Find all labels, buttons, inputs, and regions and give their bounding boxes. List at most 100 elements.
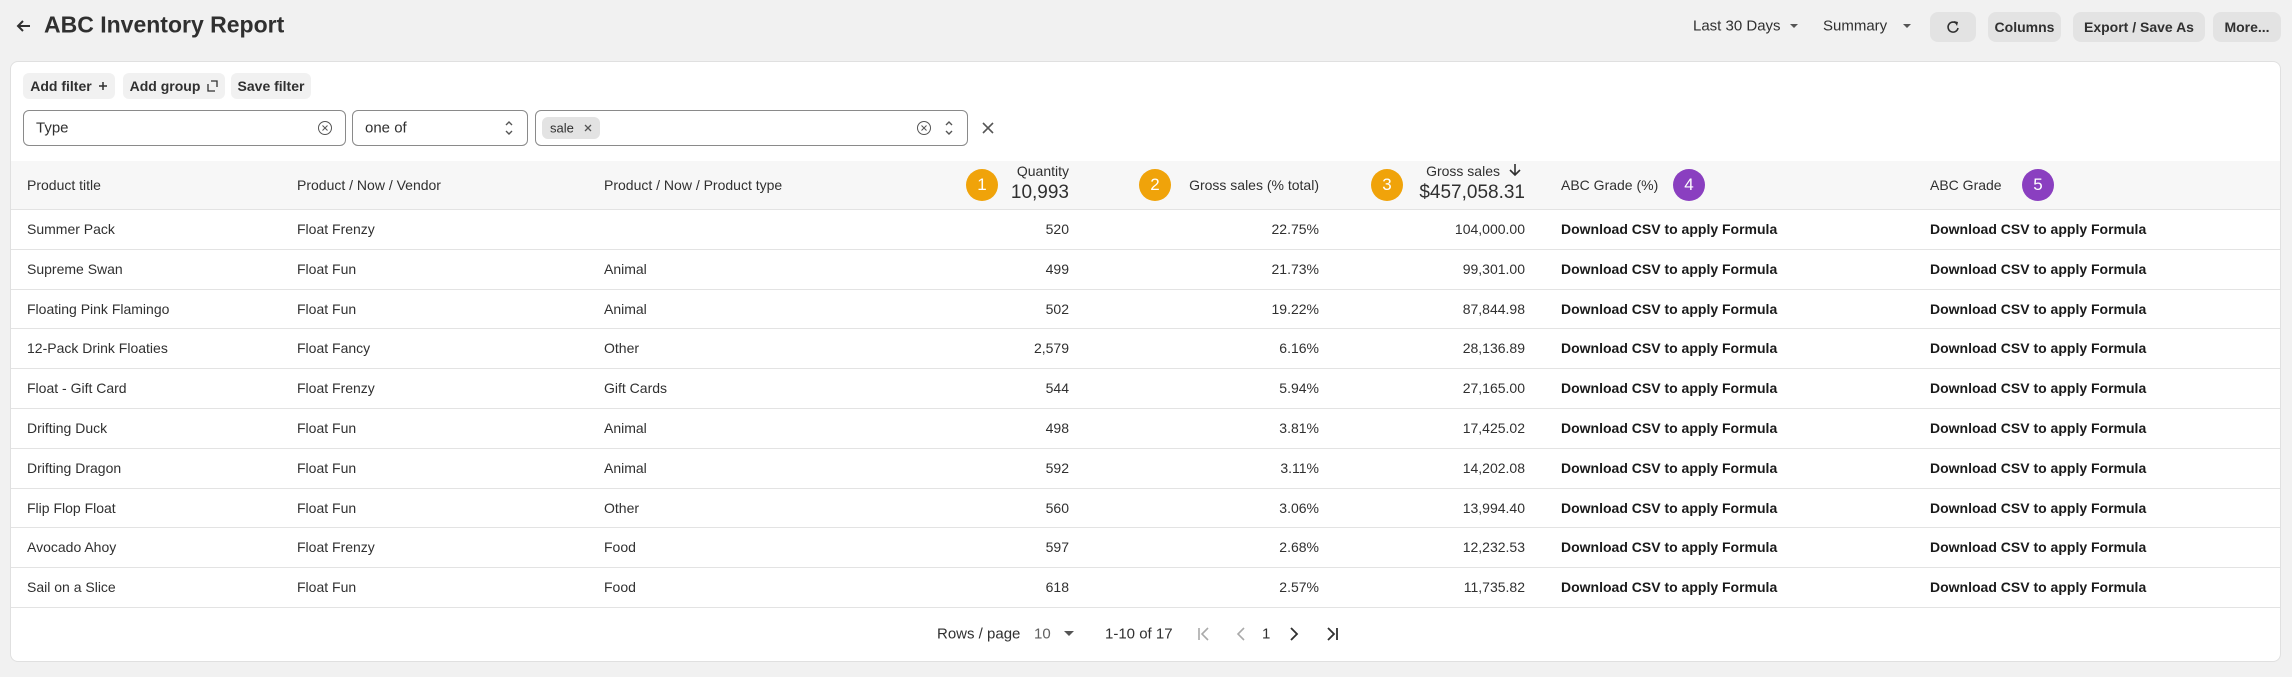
save-filter[interactable]: Save filter: [231, 73, 311, 99]
back-icon[interactable]: [14, 16, 34, 36]
cell: 3.81%: [1279, 419, 1319, 436]
cell: Floating Pink Flamingo: [27, 300, 170, 317]
cell: Download CSV to apply Formula: [1930, 459, 2147, 476]
group-icon: [207, 80, 219, 92]
cell: Download CSV to apply Formula: [1561, 499, 1778, 516]
column-header: Product title: [27, 177, 101, 193]
cell: Download CSV to apply Formula: [1561, 300, 1778, 317]
add-group[interactable]: Add group: [123, 73, 225, 99]
header-divider: [11, 209, 2280, 210]
cell: Float Frenzy: [297, 539, 375, 556]
cell: 99,301.00: [1462, 260, 1525, 277]
column-header: Quantity: [1016, 163, 1069, 179]
cell: 17,425.02: [1462, 419, 1525, 436]
row-divider: [11, 248, 2280, 250]
cell: Download CSV to apply Formula: [1561, 459, 1778, 476]
caret: [1903, 24, 1911, 28]
view-select[interactable]: Summary: [1823, 17, 1888, 35]
cell: Animal: [604, 300, 647, 317]
cell: 13,994.40: [1462, 499, 1525, 516]
row-divider: [11, 527, 2280, 529]
column-header: Product / Now / Product type: [604, 177, 783, 193]
column-badge: 3: [1371, 169, 1403, 201]
clear-icon[interactable]: [916, 120, 932, 136]
rows-per-page[interactable]: 10: [1034, 625, 1051, 643]
column-header: Gross sales (% total): [1189, 177, 1319, 193]
cell: Float Fun: [297, 579, 357, 596]
cell: 544: [1045, 380, 1069, 397]
cell: Download CSV to apply Formula: [1561, 220, 1778, 237]
cell: Float Fun: [297, 419, 357, 436]
cell: Other: [604, 499, 640, 516]
cell: 28,136.89: [1462, 340, 1525, 357]
cell: 498: [1045, 419, 1069, 436]
column-header: Gross sales: [1426, 163, 1500, 179]
next-page[interactable]: [1288, 626, 1300, 642]
cell: 560: [1045, 499, 1069, 516]
column-header: ABC Grade: [1930, 177, 2002, 193]
row-divider: [11, 447, 2280, 449]
row-divider: [11, 288, 2280, 290]
cell: Animal: [604, 459, 647, 476]
cell: Sail on a Slice: [27, 579, 116, 596]
cell: Download CSV to apply Formula: [1561, 419, 1778, 436]
cell: Float Fun: [297, 260, 357, 277]
cell: Food: [604, 539, 636, 556]
cell: Other: [604, 340, 640, 357]
cell: Animal: [604, 419, 647, 436]
export-button[interactable]: Export / Save As: [2073, 12, 2205, 42]
cell: 499: [1045, 260, 1069, 277]
sort-icon[interactable]: [1508, 162, 1522, 178]
cell: Gift Cards: [604, 380, 668, 397]
row-divider: [11, 567, 2280, 569]
operator-select[interactable]: [352, 110, 528, 146]
cell: 14,202.08: [1462, 459, 1525, 476]
cell: Download CSV to apply Formula: [1561, 539, 1778, 556]
chip-remove[interactable]: [583, 123, 593, 133]
row-divider: [11, 487, 2280, 489]
date-range[interactable]: Last 30 Days: [1693, 17, 1781, 35]
field-value: Type: [36, 119, 69, 137]
plus-icon: [98, 82, 107, 90]
cell: Download CSV to apply Formula: [1930, 340, 2147, 357]
cell: Download CSV to apply Formula: [1930, 300, 2147, 317]
cell: Download CSV to apply Formula: [1561, 340, 1778, 357]
column-badge: 2: [1139, 169, 1171, 201]
cell: Float Frenzy: [297, 380, 375, 397]
field-input[interactable]: [23, 110, 346, 146]
prev-page[interactable]: [1235, 626, 1247, 642]
cell: Avocado Ahoy: [27, 539, 117, 556]
row-divider: [11, 408, 2280, 409]
refresh-button[interactable]: [1930, 12, 1976, 42]
more-button[interactable]: More...: [2213, 12, 2281, 42]
cell: Summer Pack: [27, 220, 115, 237]
columns-button[interactable]: Columns: [1988, 12, 2061, 42]
cell: Download CSV to apply Formula: [1930, 419, 2147, 436]
page-title: ABC Inventory Report: [44, 11, 285, 38]
cell: 104,000.00: [1454, 220, 1525, 237]
cell: Flip Flop Float: [27, 499, 116, 516]
first-page[interactable]: [1196, 626, 1212, 642]
column-badge: 4: [1673, 169, 1705, 201]
cell: 19.22%: [1271, 300, 1319, 317]
cell: 87,844.98: [1462, 300, 1525, 317]
cell: 597: [1045, 539, 1069, 556]
cell: 2.68%: [1279, 539, 1319, 556]
table-bottom: [11, 607, 2280, 608]
cell: Download CSV to apply Formula: [1930, 380, 2147, 397]
caret: [1790, 24, 1798, 28]
values-input[interactable]: [535, 110, 968, 146]
cell: 618: [1045, 579, 1069, 596]
cell: 12-Pack Drink Floaties: [27, 340, 168, 357]
column-header: Product / Now / Vendor: [297, 177, 441, 193]
cell: Download CSV to apply Formula: [1561, 380, 1778, 397]
add-filter[interactable]: Add filter: [23, 73, 115, 99]
label: Add filter: [30, 78, 92, 94]
remove-filter[interactable]: [981, 121, 995, 135]
cell: Download CSV to apply Formula: [1930, 220, 2147, 237]
cell: Float - Gift Card: [27, 380, 127, 397]
last-page[interactable]: [1324, 626, 1340, 642]
clear-icon[interactable]: [317, 120, 333, 136]
cell: Drifting Duck: [27, 419, 108, 436]
